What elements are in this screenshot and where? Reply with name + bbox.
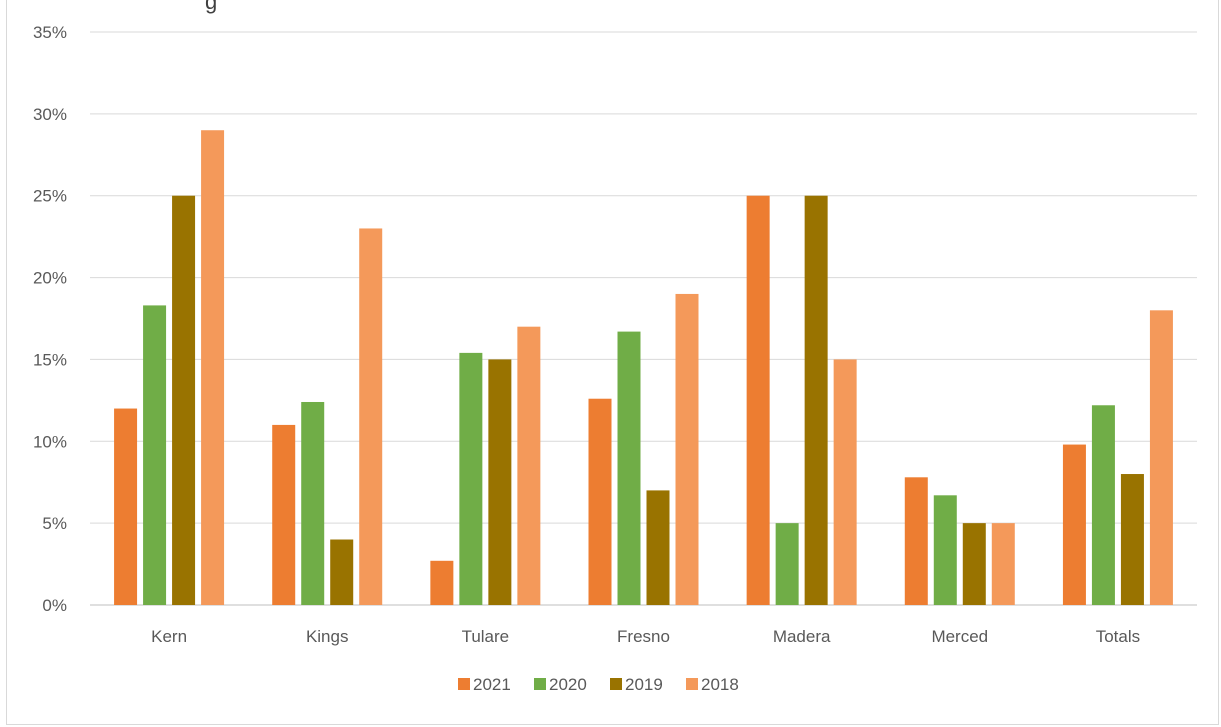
legend-label: 2021 bbox=[473, 675, 511, 694]
legend-label: 2018 bbox=[701, 675, 739, 694]
bar-fresno-2020 bbox=[617, 331, 641, 605]
bar-merced-2018 bbox=[991, 523, 1015, 605]
bar-totals-2018 bbox=[1149, 310, 1173, 605]
bar-madera-2020 bbox=[775, 523, 799, 605]
x-tick-label: Madera bbox=[773, 627, 831, 646]
bar-madera-2021 bbox=[746, 195, 770, 605]
y-tick-label: 25% bbox=[33, 187, 67, 206]
legend-swatch-2020 bbox=[534, 678, 546, 690]
bar-totals-2020 bbox=[1091, 405, 1115, 605]
y-tick-label: 5% bbox=[42, 514, 67, 533]
bar-totals-2021 bbox=[1062, 444, 1086, 605]
legend-swatch-2021 bbox=[458, 678, 470, 690]
legend-label: 2019 bbox=[625, 675, 663, 694]
bar-kern-2018 bbox=[201, 130, 225, 605]
bar-kings-2020 bbox=[301, 401, 325, 605]
x-tick-label: Merced bbox=[931, 627, 988, 646]
bar-kings-2018 bbox=[359, 228, 383, 605]
bar-tulare-2018 bbox=[517, 326, 541, 605]
bar-madera-2018 bbox=[833, 359, 857, 605]
y-tick-label: 0% bbox=[42, 596, 67, 615]
x-tick-label: Kings bbox=[306, 627, 349, 646]
bar-tulare-2019 bbox=[488, 359, 512, 605]
bar-merced-2021 bbox=[904, 477, 928, 605]
bar-fresno-2019 bbox=[646, 490, 670, 605]
bar-fresno-2021 bbox=[588, 398, 612, 605]
y-tick-label: 15% bbox=[33, 350, 67, 369]
y-tick-label: 35% bbox=[33, 23, 67, 42]
legend-swatch-2018 bbox=[686, 678, 698, 690]
legend-label: 2020 bbox=[549, 675, 587, 694]
bars bbox=[114, 130, 1173, 605]
bar-kern-2021 bbox=[114, 408, 138, 605]
y-tick-label: 10% bbox=[33, 432, 67, 451]
x-axis: Kern Kings Tulare Fresno Madera Merced Totals bbox=[151, 627, 1140, 646]
gridlines bbox=[90, 31, 1197, 606]
bar-totals-2019 bbox=[1120, 474, 1144, 605]
bar-kern-2020 bbox=[143, 305, 167, 605]
bar-tulare-2021 bbox=[430, 560, 454, 605]
chart-title-fragment: g bbox=[205, 0, 218, 14]
y-tick-label: 20% bbox=[33, 269, 67, 288]
bar-madera-2019 bbox=[804, 195, 828, 605]
x-tick-label: Totals bbox=[1096, 627, 1140, 646]
legend: 2021 2020 2019 2018 bbox=[458, 675, 739, 694]
y-tick-label: 30% bbox=[33, 105, 67, 124]
y-axis: 0% 5% 10% 15% 20% 25% 30% 35% bbox=[33, 23, 67, 615]
bar-merced-2019 bbox=[962, 523, 986, 605]
x-tick-label: Kern bbox=[151, 627, 187, 646]
bar-kings-2019 bbox=[330, 539, 354, 605]
x-tick-label: Tulare bbox=[462, 627, 510, 646]
bar-fresno-2018 bbox=[675, 293, 699, 605]
bar-tulare-2020 bbox=[459, 352, 483, 605]
bar-kings-2021 bbox=[272, 424, 296, 605]
legend-swatch-2019 bbox=[610, 678, 622, 690]
x-tick-label: Fresno bbox=[617, 627, 670, 646]
bar-kern-2019 bbox=[172, 195, 196, 605]
bar-merced-2020 bbox=[933, 495, 957, 605]
